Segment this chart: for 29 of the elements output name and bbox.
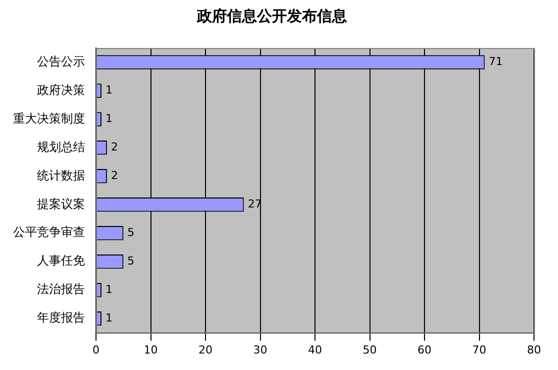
- y-tick-label: 公告公示: [37, 54, 85, 68]
- data-label: 5: [127, 226, 134, 239]
- x-tick-label: 50: [362, 343, 377, 356]
- y-tick-label: 公平竞争审查: [13, 225, 85, 240]
- y-tick-label: 法治报告: [37, 282, 85, 296]
- y-tick-label: 重大决策制度: [13, 111, 85, 126]
- data-label: 2: [110, 169, 118, 182]
- data-label: 1: [105, 282, 112, 296]
- data-label: 2: [110, 140, 118, 154]
- x-tick-label: 10: [144, 343, 158, 356]
- chart-title: 政府信息公开发布信息: [196, 6, 348, 25]
- x-tick-label: 40: [308, 343, 322, 356]
- data-label: 1: [105, 311, 112, 324]
- data-label: 5: [127, 254, 134, 268]
- data-label: 1: [105, 112, 112, 126]
- y-tick-label: 人事任免: [37, 254, 85, 268]
- x-tick-label: 30: [253, 343, 268, 356]
- y-tick-label: 统计数据: [37, 168, 85, 182]
- x-tick-label: 0: [92, 343, 100, 356]
- x-tick-label: 70: [472, 343, 486, 356]
- data-label: 71: [488, 55, 503, 68]
- y-tick-label: 提案议案: [37, 196, 85, 211]
- data-label: 1: [105, 84, 112, 97]
- y-tick-label: 年度报告: [37, 310, 85, 325]
- y-tick-label: 政府决策: [37, 82, 85, 97]
- x-tick-label: 20: [198, 343, 212, 356]
- x-tick-label: 80: [527, 343, 541, 356]
- y-tick-label: 规划总结: [37, 140, 85, 154]
- x-tick-label: 60: [418, 343, 432, 356]
